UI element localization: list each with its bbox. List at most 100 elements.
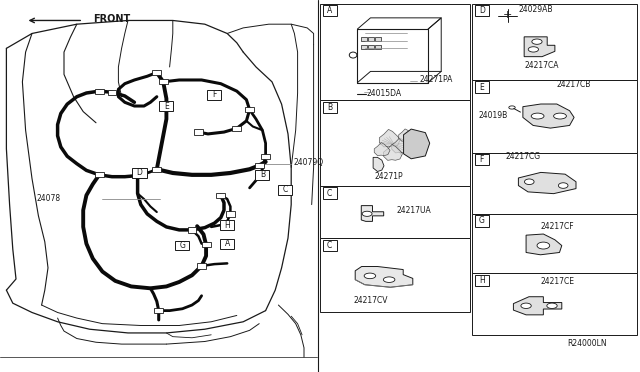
Text: 24217CG: 24217CG [506,152,541,161]
Ellipse shape [509,106,515,109]
Ellipse shape [525,179,534,185]
FancyBboxPatch shape [472,153,637,214]
Text: 24217CV: 24217CV [354,296,388,305]
Text: D: D [136,169,143,177]
FancyBboxPatch shape [132,168,147,178]
FancyBboxPatch shape [152,167,161,172]
Text: 24015DA: 24015DA [367,89,402,97]
FancyBboxPatch shape [261,154,270,159]
FancyBboxPatch shape [368,37,374,41]
FancyBboxPatch shape [278,185,292,195]
Polygon shape [526,234,562,255]
Text: +: + [503,10,512,20]
Ellipse shape [362,211,372,217]
Text: 24217CA: 24217CA [525,61,559,70]
Text: C: C [327,189,332,198]
FancyBboxPatch shape [188,227,196,232]
FancyBboxPatch shape [220,239,234,248]
FancyBboxPatch shape [95,172,104,177]
FancyBboxPatch shape [475,215,489,227]
FancyBboxPatch shape [216,193,225,198]
Polygon shape [523,104,574,128]
FancyBboxPatch shape [475,81,489,93]
Polygon shape [361,206,383,221]
Polygon shape [399,129,413,141]
Text: A: A [225,239,230,248]
FancyBboxPatch shape [323,5,337,16]
Text: C: C [327,241,332,250]
Polygon shape [524,37,555,57]
FancyBboxPatch shape [323,187,337,199]
FancyBboxPatch shape [320,238,470,312]
Ellipse shape [383,277,395,282]
FancyBboxPatch shape [159,101,173,111]
Text: H: H [479,276,484,285]
FancyBboxPatch shape [323,102,337,113]
FancyBboxPatch shape [232,126,241,131]
Ellipse shape [532,39,542,44]
Ellipse shape [528,47,538,52]
Ellipse shape [554,113,566,119]
Text: B: B [327,103,332,112]
FancyBboxPatch shape [375,37,381,41]
Polygon shape [513,297,562,315]
FancyBboxPatch shape [320,100,470,186]
FancyBboxPatch shape [108,90,116,95]
FancyBboxPatch shape [175,241,189,250]
Text: FRONT: FRONT [93,14,130,23]
FancyBboxPatch shape [194,129,203,135]
FancyBboxPatch shape [255,163,264,168]
Text: 24217CB: 24217CB [557,80,591,89]
FancyBboxPatch shape [95,89,104,94]
Ellipse shape [349,52,357,58]
FancyBboxPatch shape [245,107,254,112]
Ellipse shape [547,303,557,308]
Text: 24078: 24078 [36,194,61,203]
FancyBboxPatch shape [197,263,206,269]
FancyBboxPatch shape [226,211,235,217]
Text: 24271PA: 24271PA [419,76,452,84]
FancyBboxPatch shape [375,45,381,49]
Text: F: F [212,90,216,99]
FancyBboxPatch shape [320,186,470,238]
Ellipse shape [521,303,531,308]
Ellipse shape [559,183,568,188]
FancyBboxPatch shape [475,5,489,16]
FancyBboxPatch shape [207,90,221,100]
FancyBboxPatch shape [361,45,367,49]
FancyBboxPatch shape [154,308,163,313]
FancyBboxPatch shape [475,154,489,165]
Text: 24217CF: 24217CF [541,222,575,231]
FancyBboxPatch shape [472,273,637,335]
FancyBboxPatch shape [152,70,161,75]
Text: 24217CE: 24217CE [541,278,575,286]
Text: 24019B: 24019B [479,111,508,120]
FancyBboxPatch shape [220,220,234,230]
Polygon shape [518,172,576,194]
Text: D: D [479,6,485,15]
Ellipse shape [364,273,376,279]
FancyBboxPatch shape [255,170,269,180]
Text: 24271P: 24271P [374,172,403,181]
Ellipse shape [531,113,544,119]
FancyBboxPatch shape [368,45,374,49]
Polygon shape [404,129,429,159]
Text: 24079Q: 24079Q [293,158,323,167]
Text: A: A [327,6,332,15]
Ellipse shape [537,242,550,249]
Text: 24029AB: 24029AB [518,5,553,14]
FancyBboxPatch shape [472,4,637,80]
Text: 24217UA: 24217UA [397,206,431,215]
FancyBboxPatch shape [323,240,337,251]
Text: F: F [480,155,484,164]
Polygon shape [380,129,401,147]
Polygon shape [355,266,413,287]
FancyBboxPatch shape [472,214,637,273]
FancyBboxPatch shape [472,80,637,153]
Text: E: E [164,102,169,110]
Polygon shape [392,138,410,153]
FancyBboxPatch shape [475,275,489,286]
Polygon shape [374,142,390,156]
Polygon shape [383,145,403,160]
Text: B: B [260,170,265,179]
